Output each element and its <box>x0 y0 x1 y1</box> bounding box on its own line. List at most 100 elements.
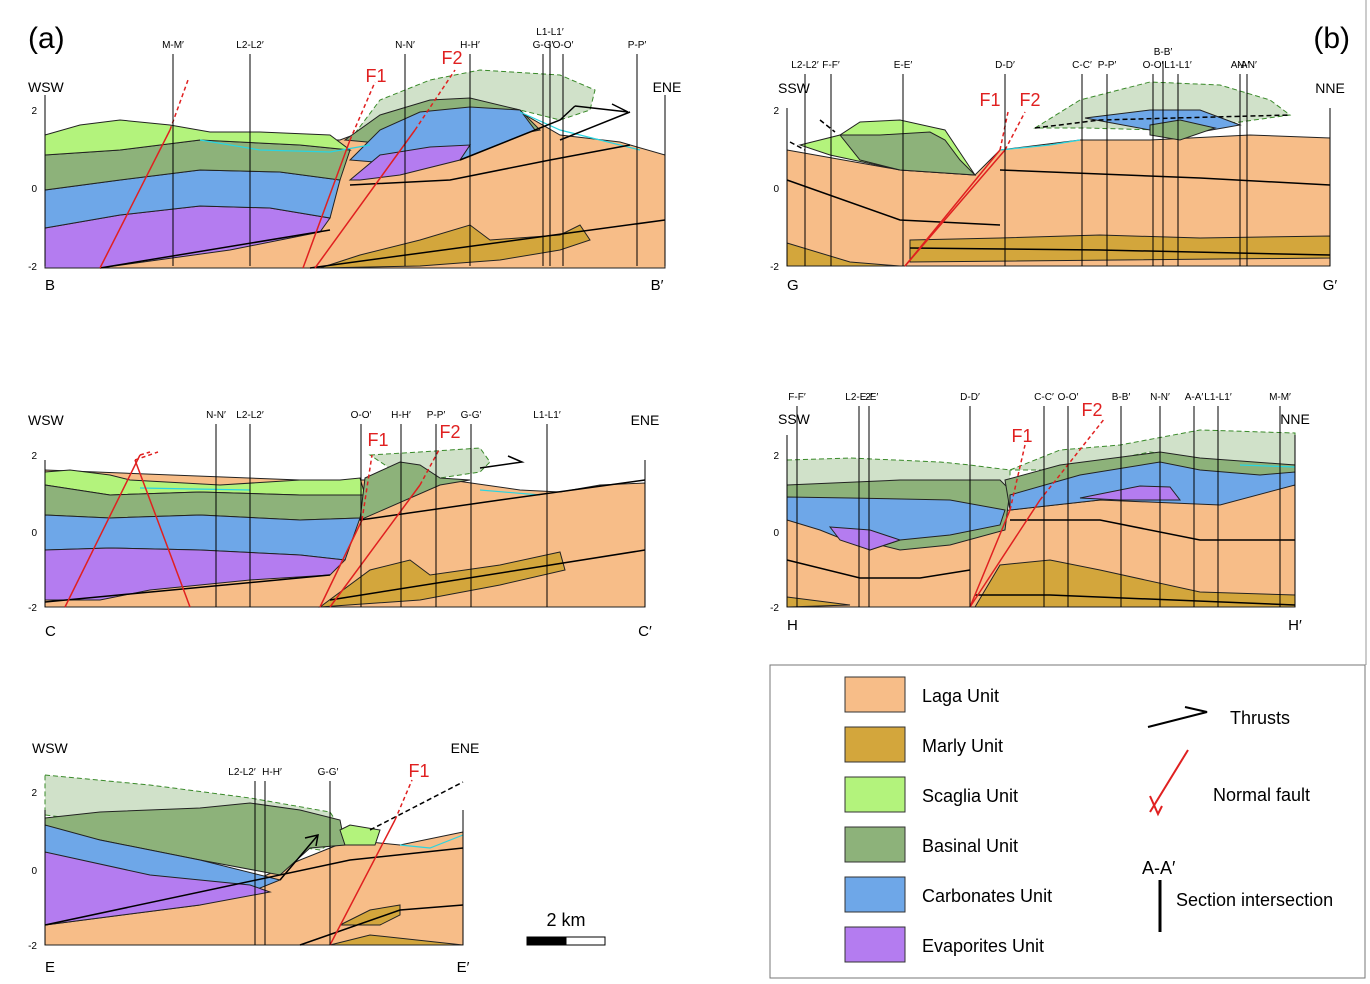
intersection-label: L1-L1′ <box>533 410 561 421</box>
depth-tick-label: 2 <box>31 106 37 117</box>
fault-label: F1 <box>979 90 1000 110</box>
intersection-label: B-B′ <box>1112 392 1131 403</box>
intersection-label: F-F′ <box>822 60 840 71</box>
fault-label: F2 <box>1019 90 1040 110</box>
intersection-label: H-H′ <box>391 410 411 421</box>
intersection-label: H-H′ <box>262 767 282 778</box>
intersection-label: A-A′ <box>1185 392 1204 403</box>
section-end-label: B <box>45 277 55 294</box>
legend-label: Normal fault <box>1213 785 1310 805</box>
intersection-label: O-O′ <box>351 410 372 421</box>
legend-swatch <box>845 927 905 962</box>
page: (a) (b) Thrusts Normal fault A-A′ Sectio… <box>0 0 1370 984</box>
legend-label: Scaglia Unit <box>922 786 1018 806</box>
intersection-label: L2-L2′ <box>228 767 256 778</box>
depth-tick-label: -2 <box>770 603 779 614</box>
intersection-label: N-N′ <box>1150 392 1170 403</box>
depth-tick-label: -2 <box>28 941 37 952</box>
intersection-label: H-H′ <box>460 40 480 51</box>
intersection-label: E-E′ <box>894 60 913 71</box>
direction-label: WSW <box>28 79 65 95</box>
intersection-label: C-C′ <box>1034 392 1054 403</box>
section-end-label: E <box>45 959 55 976</box>
depth-tick-label: 2 <box>773 451 779 462</box>
depth-tick-label: 0 <box>773 184 779 195</box>
direction-label: WSW <box>28 412 65 428</box>
section-end-label: H <box>787 617 798 634</box>
intersection-label: D-D′ <box>995 60 1015 71</box>
intersection-label: C-C′ <box>1072 60 1092 71</box>
depth-tick-label: -2 <box>28 603 37 614</box>
panel-label: (a) <box>28 22 65 55</box>
intersection-label: G-G′ <box>461 410 482 421</box>
depth-tick-label: -2 <box>28 262 37 273</box>
legend-label: Laga Unit <box>922 686 999 706</box>
direction-label: NNE <box>1280 411 1310 427</box>
legend-swatch <box>845 727 905 762</box>
intersection-label: L1-L1′ <box>1204 392 1232 403</box>
legend-swatch <box>845 827 905 862</box>
intersection-label: P-P′ <box>628 40 647 51</box>
direction-label: NNE <box>1315 80 1345 96</box>
intersection-label: M-M′ <box>162 40 184 51</box>
intersection-label: L2-L2′ <box>236 410 264 421</box>
intersection-label: L2-L2′ <box>236 40 264 51</box>
direction-label: SSW <box>778 411 811 427</box>
intersection-label: L2-L2′ <box>791 60 819 71</box>
legend-label: Marly Unit <box>922 736 1003 756</box>
legend-swatch <box>845 777 905 812</box>
intersection-label: N-N′ <box>395 40 415 51</box>
figure: (a) (b) Thrusts Normal fault A-A′ Sectio… <box>0 0 1370 979</box>
fault-label: F1 <box>1011 426 1032 446</box>
direction-label: ENE <box>451 740 480 756</box>
legend-swatch <box>845 877 905 912</box>
intersection-label: D-D′ <box>960 392 980 403</box>
legend-swatch <box>845 677 905 712</box>
scale-bar <box>566 937 605 945</box>
intersection-label: E-E′ <box>860 392 879 403</box>
intersection-label: L1-L1′ <box>536 27 564 38</box>
direction-label: ENE <box>653 79 682 95</box>
scale-bar <box>527 937 566 945</box>
depth-tick-label: 2 <box>31 788 37 799</box>
intersection-label: F-F′ <box>788 392 806 403</box>
depth-tick-label: 0 <box>773 528 779 539</box>
direction-label: WSW <box>32 740 69 756</box>
legend-label: Carbonates Unit <box>922 886 1052 906</box>
depth-tick-label: -2 <box>770 262 779 273</box>
fault-label: F1 <box>408 761 429 781</box>
section-end-label: G′ <box>1323 277 1338 294</box>
fault-label: F2 <box>439 422 460 442</box>
panel-label: (b) <box>1313 22 1350 55</box>
section-end-label: B′ <box>651 277 664 294</box>
legend-label: A-A′ <box>1142 858 1176 878</box>
fault-label: F2 <box>1081 400 1102 420</box>
scale-label: 2 km <box>546 910 585 930</box>
intersection-label: L1-L1′ <box>1164 60 1192 71</box>
intersection-label: O-O′ <box>553 40 574 51</box>
legend-label: Section intersection <box>1176 890 1333 910</box>
legend-label: Thrusts <box>1230 708 1290 728</box>
legend-label: Evaporites Unit <box>922 936 1044 956</box>
depth-tick-label: 0 <box>31 866 37 877</box>
section-end-label: C <box>45 623 56 640</box>
section-end-label: E′ <box>457 959 470 976</box>
depth-tick-label: 0 <box>31 528 37 539</box>
fault-label: F2 <box>441 48 462 68</box>
direction-label: SSW <box>778 80 811 96</box>
intersection-label: B-B′ <box>1154 47 1173 58</box>
section-end-label: H′ <box>1288 617 1302 634</box>
section-end-label: C′ <box>638 623 652 640</box>
depth-tick-label: 2 <box>31 451 37 462</box>
section-end-label: G <box>787 277 799 294</box>
direction-label: ENE <box>631 412 660 428</box>
intersection-label: P-P′ <box>1098 60 1117 71</box>
intersection-label: M-M′ <box>1269 392 1291 403</box>
intersection-label: N-N′ <box>1237 60 1257 71</box>
depth-tick-label: 0 <box>31 184 37 195</box>
intersection-label: G-G′ <box>318 767 339 778</box>
fault-label: F1 <box>367 430 388 450</box>
intersection-label: O-O′ <box>1143 60 1164 71</box>
intersection-label: P-P′ <box>427 410 446 421</box>
fault-label: F1 <box>365 66 386 86</box>
